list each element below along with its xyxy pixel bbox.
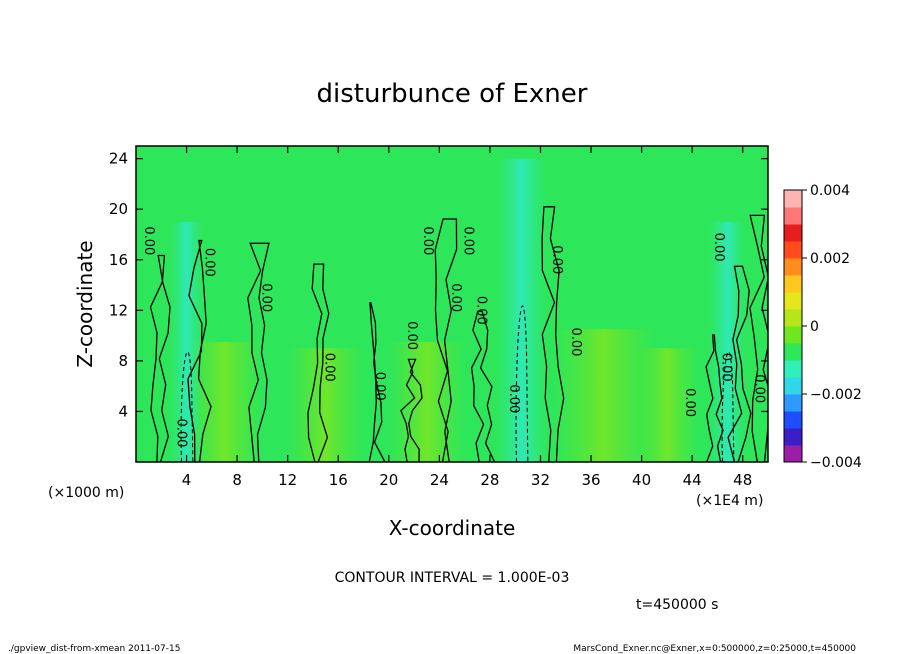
x-tick-label-1: 8 [232,471,242,489]
x-tick-label-11: 48 [733,471,752,489]
y-tick-label-0: 4 [118,402,128,420]
colorbar-segment-2 [784,411,802,429]
contour-label-5: 0.00 [404,321,419,350]
x-tick-label-5: 24 [430,471,449,489]
contour-label-11: 0.00 [549,245,564,274]
contour-lines [149,206,768,462]
x-axis-label: X-coordinate [389,516,516,540]
x-tick-label-6: 28 [480,471,499,489]
colorbar-segment-4 [784,377,802,395]
contour-label-6: 0.00 [420,226,435,255]
contour-line-8 [541,206,565,462]
x-tick-label-7: 32 [531,471,550,489]
contour-label-13: 0.00 [682,388,697,417]
contour-line-2 [247,242,270,462]
positive-region-4 [635,348,699,462]
contour-label-9: 0.00 [473,296,488,325]
colorbar-segment-10 [784,275,802,293]
colorbar-segment-0 [784,445,802,463]
data-field [136,146,768,462]
negative-region-0 [170,221,203,462]
x-tick-label-8: 36 [581,471,600,489]
colorbar-segment-12 [784,241,802,259]
y-tick-label-5: 24 [109,150,128,168]
contour-label-1: 0.00 [202,248,217,277]
colorbar-segment-6 [784,343,802,361]
x-axis-unit: (×1E4 m) [696,493,763,509]
footer-left: ./gpview_dist-from-xmean 2011-07-15 [8,644,180,654]
colorbar-segment-1 [784,428,802,446]
contour-label-16: 0.00 [751,374,766,403]
contour-interval-note: CONTOUR INTERVAL = 1.000E-03 [335,570,570,586]
contour-label-17: 0.00 [174,418,189,447]
colorbar-tick-label-4: −0.004 [810,455,862,471]
plot-frame [135,145,769,463]
y-tick-label-4: 20 [109,200,128,218]
negative-contour-1 [515,305,529,462]
chart-title: disturbunce of Exner [317,79,588,109]
x-tick-label-9: 40 [632,471,651,489]
colorbar-segment-15 [784,190,802,208]
colorbar-tick-label-2: 0 [810,319,819,335]
contour-label-2: 0.00 [258,283,273,312]
negative-region-1 [496,158,547,462]
footer-right: MarsCond_Exner.nc@Exner,x=0:500000,z=0:2… [573,644,856,654]
colorbar-segment-13 [784,224,802,242]
colorbar-segment-3 [784,394,802,412]
x-axis-ticks: 4 8 12 16 20 24 28 32 36 40 44 48 [182,146,752,489]
y-axis-unit: (×1000 m) [48,485,124,501]
contour-line-3 [307,263,330,462]
y-tick-label-3: 16 [109,251,128,269]
contour-label-4: 0.00 [372,372,387,401]
contour-line-1 [187,239,212,462]
contour-labels: 0.00 0.00 0.00 0.00 0.00 0.00 0.00 0.00 0.00 0.00… [141,226,767,447]
positive-region-2 [388,341,465,462]
x-tick-label-3: 16 [329,471,348,489]
contour-label-8: 0.00 [461,226,476,255]
contour-label-15: 0.00 [718,353,733,382]
contour-label-3: 0.00 [322,353,337,382]
colorbar-tick-label-3: −0.002 [810,387,862,403]
contour-label-7: 0.00 [448,283,463,312]
colorbar-tick-label-0: 0.004 [810,183,850,199]
colorbar-segment-9 [784,292,802,310]
y-axis-label: Z-coordinate [73,240,97,367]
colorbar-tick-label-1: 0.002 [810,251,850,267]
y-tick-label-1: 8 [118,352,128,370]
contour-line-10 [727,265,752,462]
contour-label-12: 0.00 [568,327,583,356]
x-tick-label-10: 44 [683,471,702,489]
x-tick-label-2: 12 [278,471,297,489]
colorbar-segment-11 [784,258,802,276]
contour-label-0: 0.00 [141,226,156,255]
time-label: t=450000 s [636,597,718,613]
contour-line-5 [400,358,423,462]
contour-line-11 [749,214,768,462]
contour-line-0 [149,254,171,462]
colorbar-segment-7 [784,326,802,344]
contour-label-10: 0.00 [506,384,521,413]
y-axis-ticks: 4 8 12 16 20 24 [109,150,768,420]
x-tick-label-4: 20 [379,471,398,489]
colorbar: 0.004 0.002 0 −0.002 −0.004 [783,183,862,471]
contour-line-9 [705,334,724,462]
x-tick-label-0: 4 [182,471,192,489]
contour-line-7 [470,310,496,462]
y-tick-label-2: 12 [109,301,128,319]
colorbar-segment-8 [784,309,802,327]
contour-label-14: 0.00 [711,233,726,262]
contour-line-4 [368,302,386,462]
colorbar-segment-5 [784,360,802,378]
colorbar-segment-14 [784,207,802,225]
contour-line-6 [434,218,458,462]
